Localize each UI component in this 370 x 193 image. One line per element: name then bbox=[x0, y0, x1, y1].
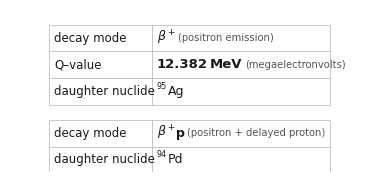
Text: 94: 94 bbox=[157, 150, 167, 159]
Text: Pd: Pd bbox=[168, 153, 183, 166]
Text: MeV: MeV bbox=[210, 58, 243, 71]
Text: daughter nuclide: daughter nuclide bbox=[54, 153, 155, 166]
Text: (megaelectronvolts): (megaelectronvolts) bbox=[245, 60, 346, 70]
Text: decay mode: decay mode bbox=[54, 31, 127, 45]
Text: daughter nuclide: daughter nuclide bbox=[54, 85, 155, 98]
Bar bbox=[152, 51, 330, 78]
Text: (positron emission): (positron emission) bbox=[178, 33, 274, 43]
Bar bbox=[152, 78, 330, 105]
Bar bbox=[49, 120, 152, 146]
Bar bbox=[152, 120, 330, 146]
Text: 12.382: 12.382 bbox=[157, 58, 208, 71]
Bar bbox=[49, 25, 152, 51]
Text: decay mode: decay mode bbox=[54, 127, 127, 140]
Text: $\it{\beta}^+$: $\it{\beta}^+$ bbox=[157, 124, 176, 142]
Bar bbox=[49, 78, 152, 105]
Text: Ag: Ag bbox=[168, 85, 184, 98]
Bar bbox=[152, 25, 330, 51]
Text: 95: 95 bbox=[157, 82, 167, 91]
Bar bbox=[49, 51, 152, 78]
Bar bbox=[152, 146, 330, 173]
Text: p: p bbox=[176, 127, 185, 140]
Bar bbox=[49, 146, 152, 173]
Text: Q–value: Q–value bbox=[54, 58, 102, 71]
Text: (positron + delayed proton): (positron + delayed proton) bbox=[187, 128, 326, 138]
Text: $\it{\beta}^+$: $\it{\beta}^+$ bbox=[157, 29, 176, 47]
